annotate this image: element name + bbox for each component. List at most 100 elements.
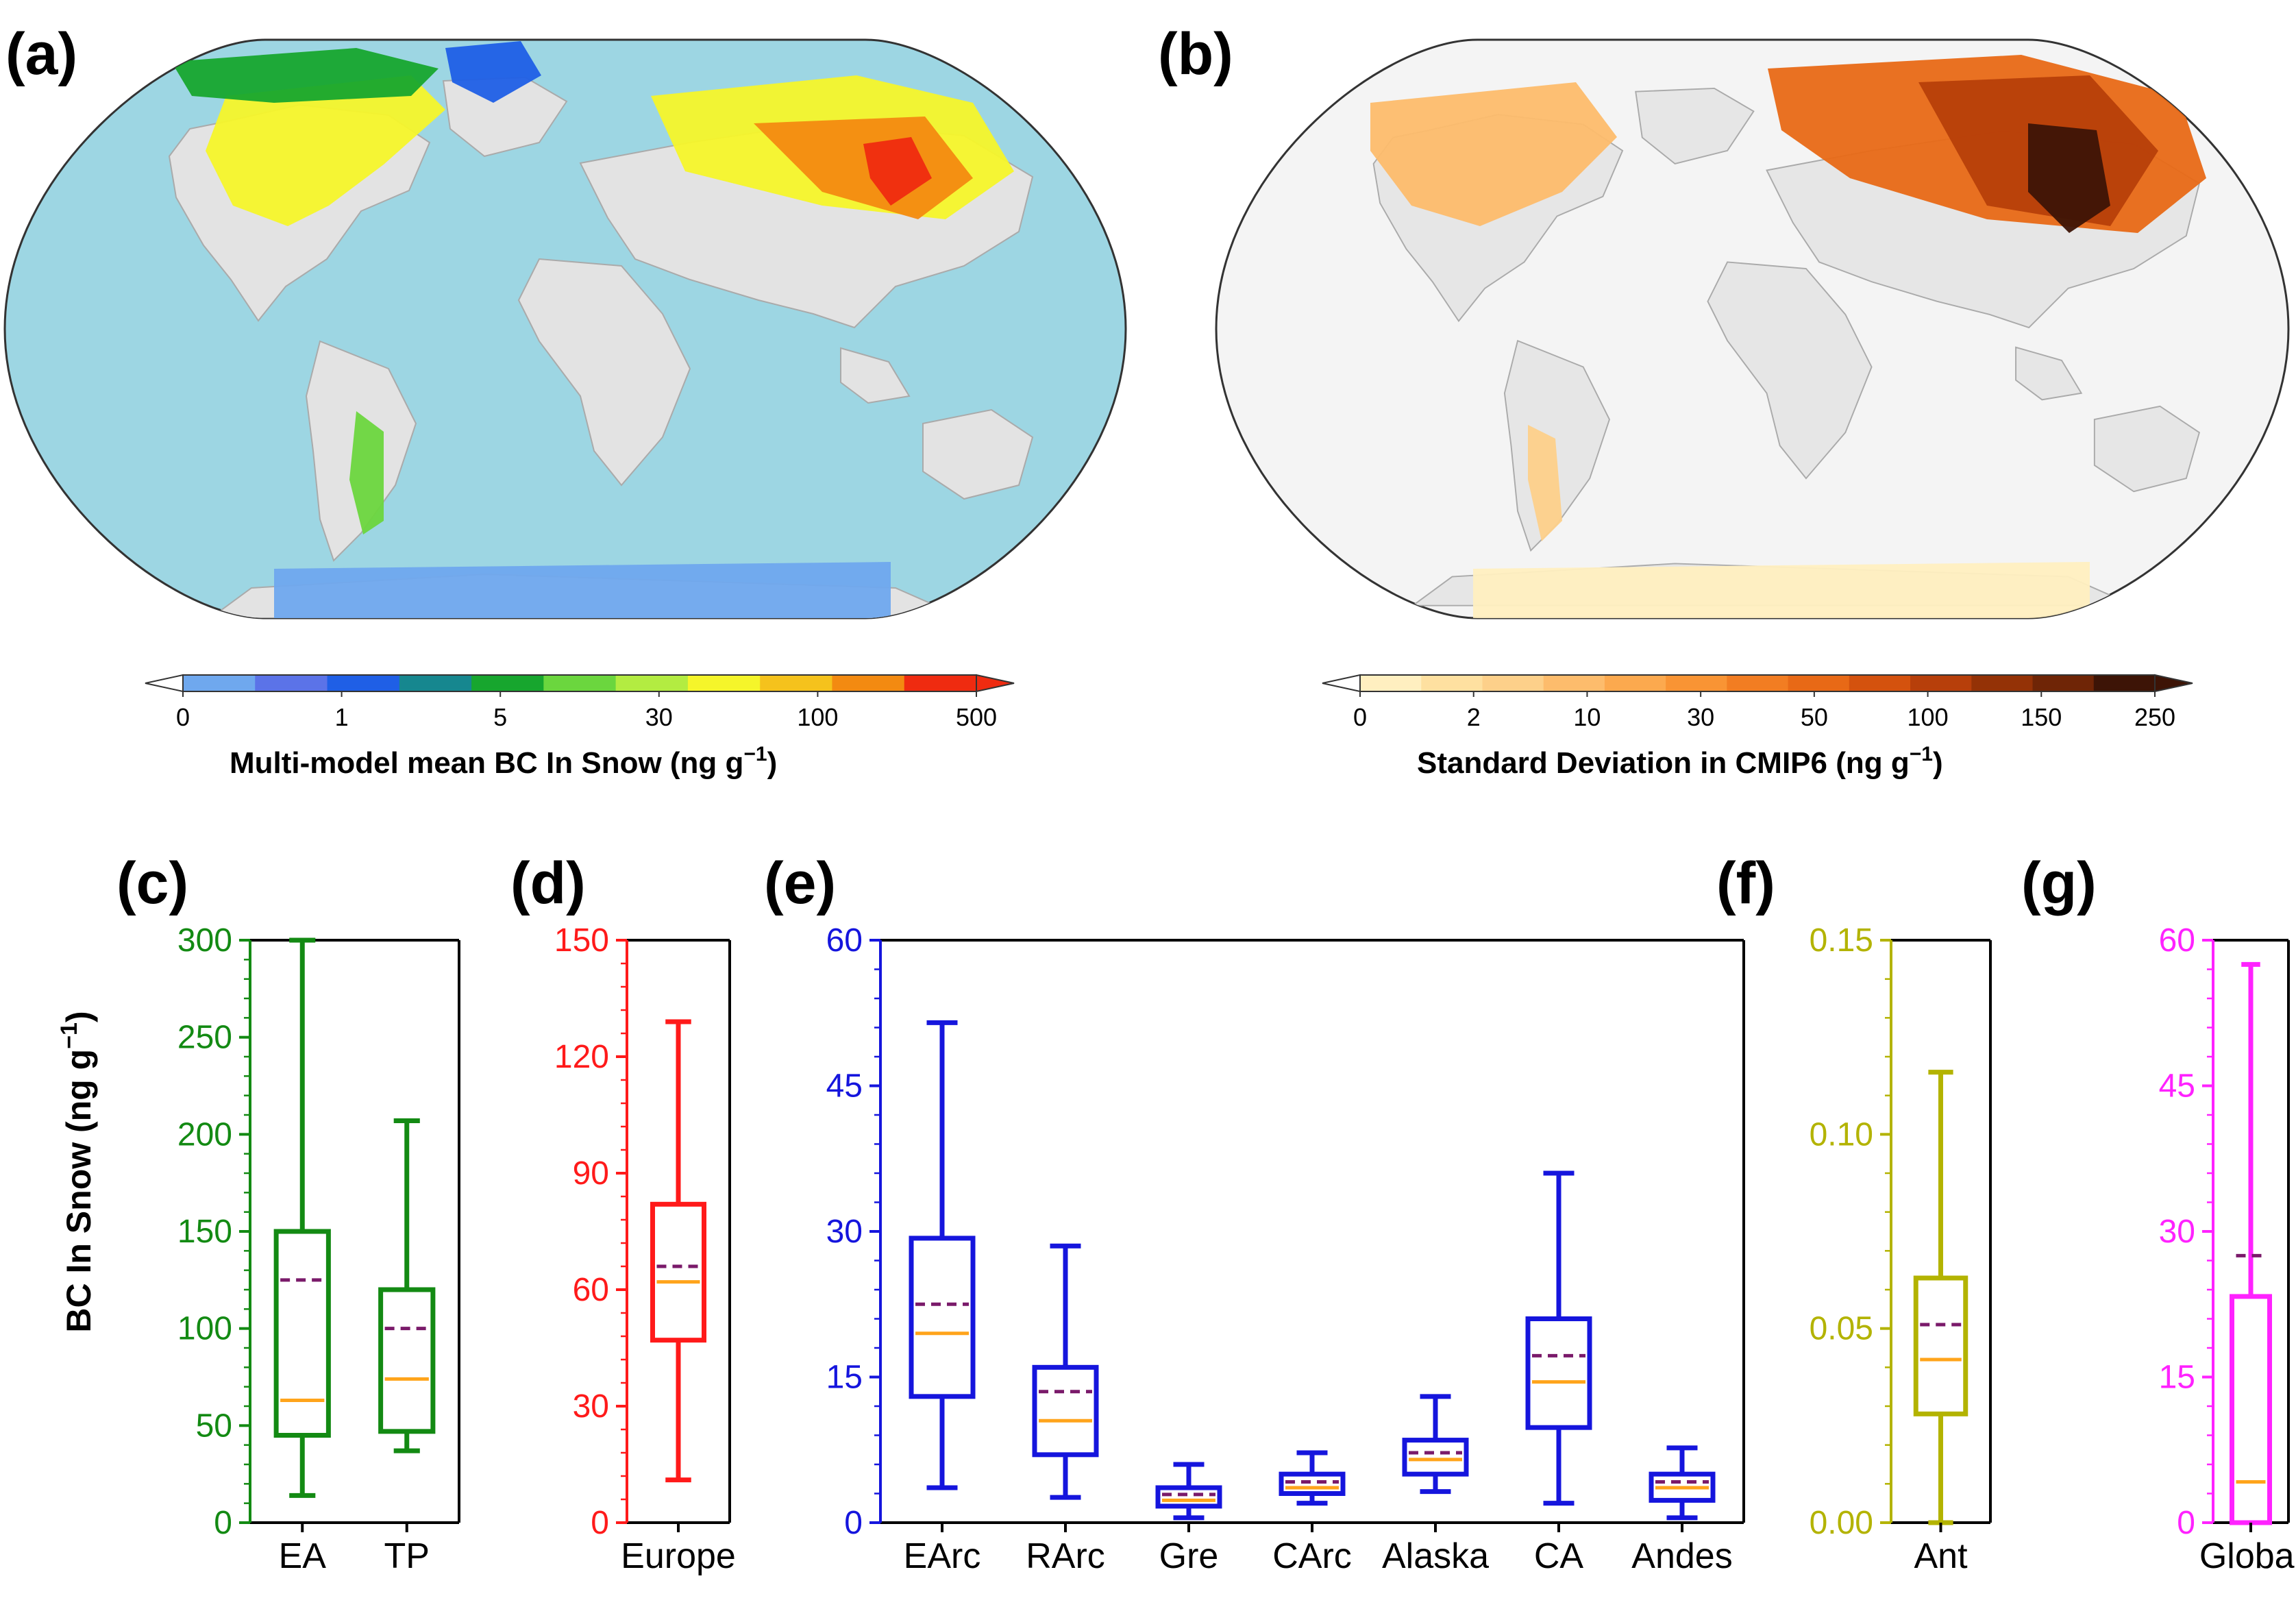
y-axis-title-sup: −1 — [56, 1022, 82, 1049]
y-tick-label: 100 — [177, 1311, 232, 1347]
x-tick-label: CA — [1534, 1536, 1584, 1576]
colorbar-swatch — [1971, 675, 2033, 691]
box-iqr — [1158, 1488, 1220, 1506]
colorbar-swatch — [1360, 675, 1422, 691]
colorbar-swatch — [471, 675, 544, 691]
panel-label-g: (g) — [2021, 850, 2097, 916]
y-tick-label: 60 — [573, 1272, 609, 1308]
colorbar-swatch — [904, 675, 977, 691]
box-Ant: Ant — [1914, 1072, 1968, 1576]
x-tick-label: Gre — [1159, 1536, 1219, 1576]
colorbar-extend-max — [2155, 675, 2193, 691]
colorbar-tick-label: 50 — [1801, 703, 1828, 731]
colorbar-swatch — [1849, 675, 1911, 691]
panel-label-b: (b) — [1158, 21, 1233, 87]
y-tick-label: 200 — [177, 1116, 232, 1153]
y-tick-label: 0.00 — [1810, 1505, 1873, 1541]
x-tick-label: TP — [384, 1536, 430, 1576]
x-tick-label: Global — [2199, 1536, 2296, 1576]
y-tick-label: 150 — [554, 922, 609, 959]
y-tick-label: 90 — [573, 1155, 609, 1192]
colorbar-swatch — [183, 675, 256, 691]
colorbar-swatch — [832, 675, 904, 691]
box-iqr — [1528, 1319, 1590, 1428]
colorbar-tick-label: 2 — [1467, 703, 1481, 731]
colorbar-tick-label: 100 — [1908, 703, 1949, 731]
panel-label-f: (f) — [1716, 850, 1775, 916]
colorbar-swatch — [1605, 675, 1666, 691]
colorbar-swatch — [255, 675, 328, 691]
colorbar-swatch — [2033, 675, 2095, 691]
box-Gre: Gre — [1158, 1464, 1220, 1576]
colorbar-extend-min — [1322, 675, 1360, 691]
box-panel-c: 050100150200250300EATP — [177, 922, 459, 1576]
x-tick-label: Europe — [621, 1536, 736, 1576]
colorbar-a-unit-sup: −1 — [743, 743, 767, 765]
box-panel-d: 0306090120150Europe — [554, 922, 736, 1576]
box-panel-g: 015304560Global — [2159, 922, 2296, 1576]
box-RArc: RArc — [1026, 1246, 1105, 1576]
colorbar-tick-label: 0 — [1353, 703, 1367, 731]
x-tick-label: Andes — [1631, 1536, 1732, 1576]
colorbar-tick-label: 0 — [176, 703, 190, 731]
x-tick-label: EArc — [904, 1536, 981, 1576]
box-EA: EA — [276, 940, 328, 1576]
colorbar-swatch — [543, 675, 616, 691]
box-Andes: Andes — [1631, 1448, 1732, 1576]
box-Europe: Europe — [621, 1022, 736, 1576]
colorbar-tick-label: 1 — [335, 703, 349, 731]
y-tick-label: 50 — [196, 1408, 232, 1444]
y-tick-label: 30 — [573, 1388, 609, 1425]
y-tick-label: 15 — [2159, 1360, 2195, 1396]
y-tick-label: 60 — [826, 922, 863, 959]
colorbar-swatch — [1666, 675, 1727, 691]
box-EArc: EArc — [904, 1022, 981, 1576]
y-tick-label: 45 — [826, 1068, 863, 1105]
y-tick-label: 0 — [214, 1505, 232, 1541]
box-panel-e: 015304560EArcRArcGreCArcAlaskaCAAndes — [826, 922, 1744, 1576]
panel-label-e: (e) — [764, 850, 836, 916]
colorbar-extend-max — [976, 675, 1014, 691]
box-iqr — [1916, 1278, 1966, 1414]
colorbar-swatch — [399, 675, 472, 691]
x-tick-label: Alaska — [1382, 1536, 1489, 1576]
y-tick-label: 0.05 — [1810, 1311, 1873, 1347]
box-Alaska: Alaska — [1382, 1397, 1489, 1576]
box-iqr — [276, 1231, 328, 1436]
panel-label-a: (a) — [5, 21, 77, 87]
colorbar-swatch — [688, 675, 761, 691]
y-tick-label: 150 — [177, 1214, 232, 1250]
box-iqr — [2232, 1297, 2270, 1523]
y-tick-label: 0.15 — [1810, 922, 1873, 959]
colorbar-swatch — [328, 675, 400, 691]
colorbar-swatch — [1421, 675, 1483, 691]
colorbar-swatch — [760, 675, 832, 691]
colorbar-tick-label: 250 — [2134, 703, 2175, 731]
colorbar-swatch — [2094, 675, 2156, 691]
colorbar-tick-label: 100 — [797, 703, 838, 731]
colorbar-tick-label: 10 — [1573, 703, 1601, 731]
x-tick-label: CArc — [1272, 1536, 1352, 1576]
box-CA: CA — [1528, 1173, 1590, 1576]
colorbar-swatch — [1544, 675, 1605, 691]
box-iqr — [911, 1238, 973, 1397]
y-tick-label: 300 — [177, 922, 232, 959]
colorbar-tick-label: 5 — [493, 703, 507, 731]
x-tick-label: Ant — [1914, 1536, 1968, 1576]
box-iqr — [1035, 1367, 1096, 1455]
box-plot-panels: 050100150200250300EATP0306090120150Europ… — [177, 922, 2296, 1576]
map-a — [5, 40, 1126, 618]
y-tick-label: 0.10 — [1810, 1116, 1873, 1153]
colorbar-a-label: Multi-model mean BC In Snow (ng g−1) — [230, 743, 777, 780]
box-iqr — [1281, 1474, 1343, 1493]
box-iqr — [1405, 1440, 1466, 1475]
colorbar-tick-label: 30 — [645, 703, 673, 731]
colorbar-b-unit-sup: −1 — [1910, 743, 1933, 765]
box-panel-f: 0.00 0.05 0.10 0.15 Ant — [1810, 922, 1990, 1576]
y-tick-label: 30 — [826, 1214, 863, 1250]
box-CArc: CArc — [1272, 1453, 1352, 1576]
y-tick-label: 0 — [2177, 1505, 2195, 1541]
panel-label-c: (c) — [116, 850, 188, 916]
colorbar-tick-label: 150 — [2021, 703, 2062, 731]
y-tick-label: 45 — [2159, 1068, 2195, 1105]
